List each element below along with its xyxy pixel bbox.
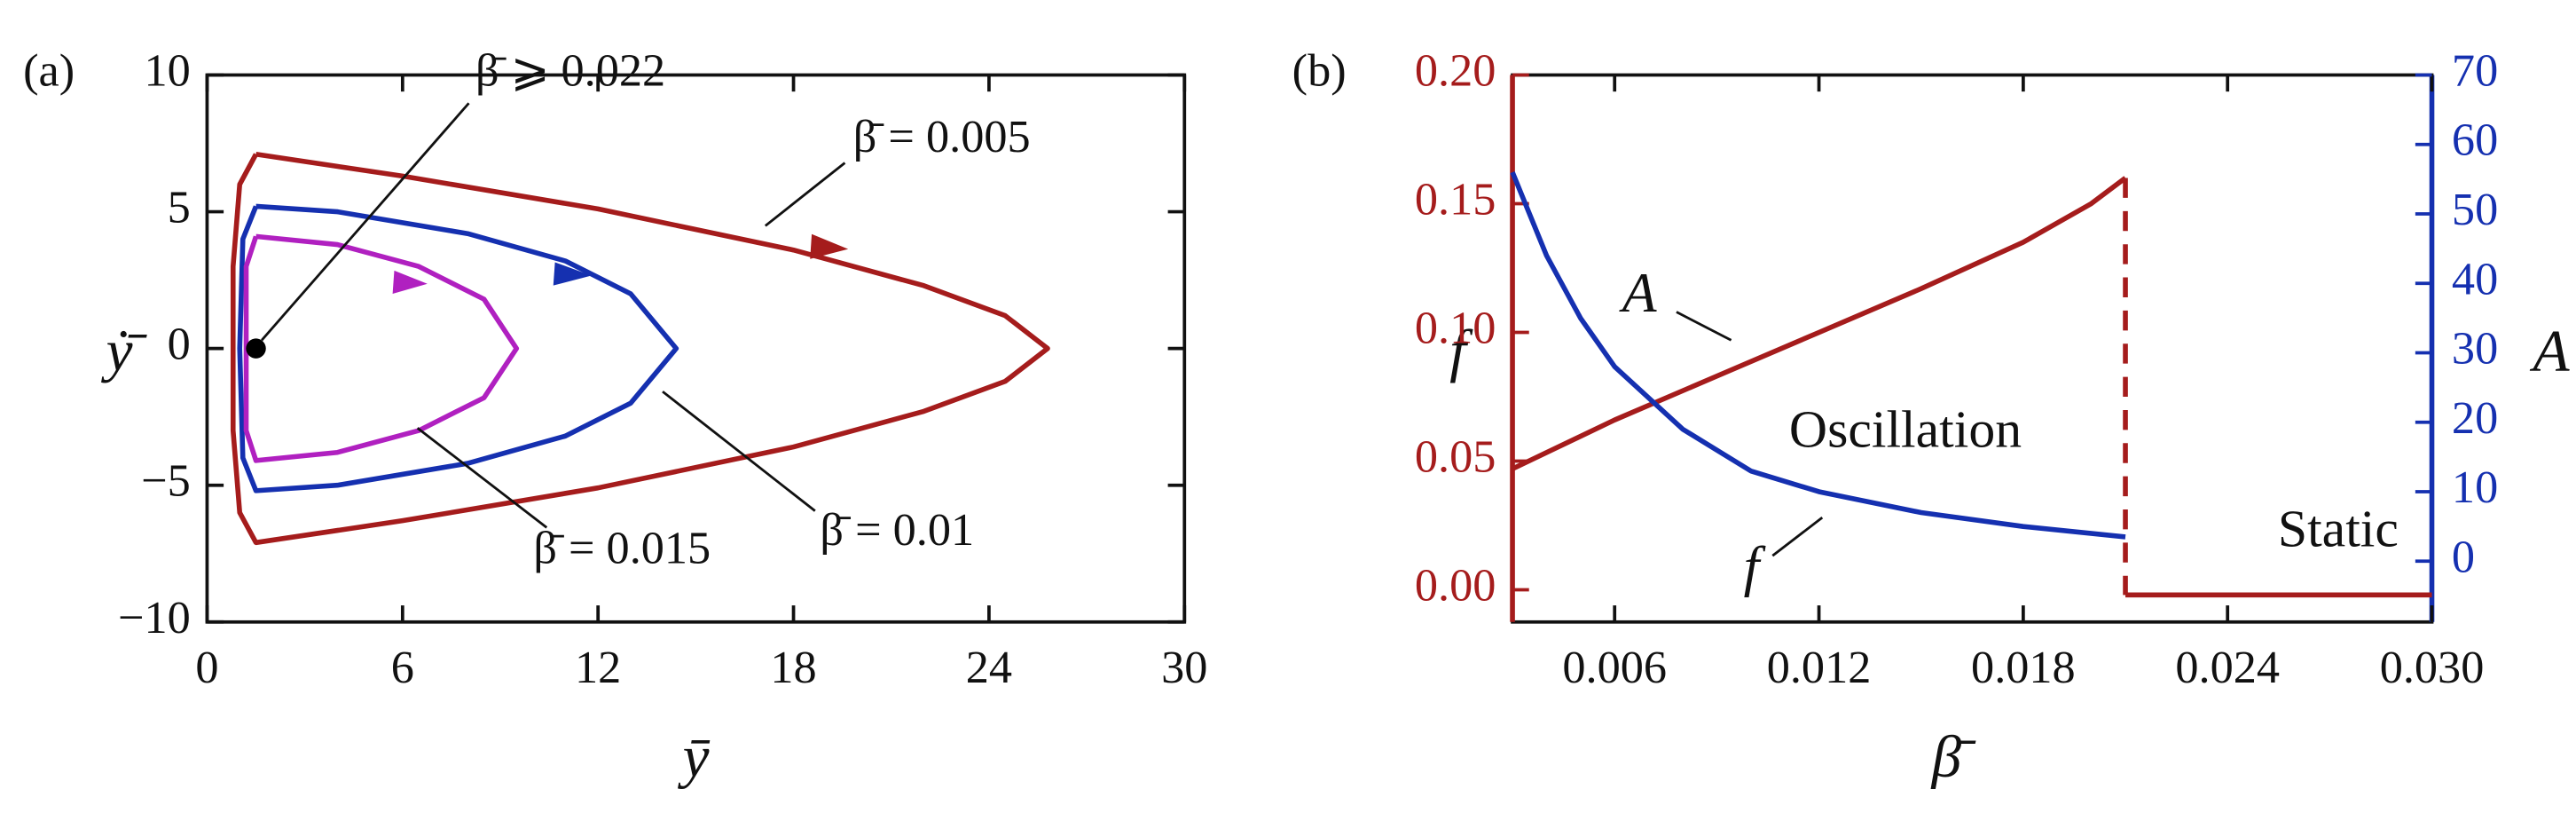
y-tick-label: 0.20: [1415, 44, 1496, 96]
y-tick-label: 0.15: [1415, 174, 1496, 225]
curve: [1510, 171, 2126, 540]
arrowhead: [553, 262, 592, 286]
x-tick-label: 0.006: [1562, 642, 1667, 693]
y2-tick-label: 40: [2452, 253, 2498, 304]
x-tick-label: 12: [575, 642, 621, 693]
y2-tick-label: 10: [2452, 462, 2498, 513]
series-label: β̄ ⩾ 0.022: [475, 44, 665, 96]
y-tick-label: 0.05: [1415, 431, 1496, 483]
leader-line: [662, 391, 816, 512]
x-tick-label: 0.012: [1767, 642, 1872, 693]
y2-axis-title: A: [2529, 317, 2570, 383]
y-tick-label: −10: [118, 592, 191, 643]
curve: [1511, 176, 2432, 598]
y-tick-label: −5: [141, 455, 191, 507]
x-tick-label: 0.018: [1971, 642, 2076, 693]
y2-tick-label: 60: [2452, 114, 2498, 166]
y-tick-label: 0.10: [1415, 303, 1496, 354]
leader-line: [764, 162, 846, 227]
x-tick-label: 0.030: [2380, 642, 2485, 693]
series-label: β̄ = 0.005: [853, 111, 1031, 162]
series-label: A: [1619, 261, 1657, 324]
arrowhead: [392, 270, 428, 295]
x-tick-label: 0: [195, 642, 218, 693]
panel-label: (a): [23, 44, 75, 96]
y2-tick-label: 30: [2452, 323, 2498, 375]
y-tick-label: 5: [168, 182, 191, 233]
annotation: Static: [2278, 500, 2399, 558]
y2-tick-label: 0: [2452, 531, 2475, 582]
panel-label: (b): [1292, 44, 1347, 96]
y-tick-label: 10: [144, 44, 190, 96]
x-axis-title: β̄: [1930, 723, 1976, 790]
y2-tick-label: 50: [2452, 184, 2498, 235]
y-tick-label: 0.00: [1415, 560, 1496, 612]
series-label: β̄ = 0.01: [820, 504, 974, 556]
y-axis-title: ẏ̄: [101, 317, 148, 383]
y-tick-label: 0: [168, 319, 191, 370]
x-tick-label: 0.024: [2175, 642, 2280, 693]
x-tick-label: 24: [966, 642, 1012, 693]
y2-tick-label: 20: [2452, 392, 2498, 444]
x-tick-label: 30: [1161, 642, 1207, 693]
y2-tick-label: 70: [2452, 44, 2498, 96]
x-tick-label: 6: [391, 642, 414, 693]
leader-line: [1771, 517, 1824, 557]
leader-line: [261, 102, 470, 342]
arrowhead: [810, 233, 849, 259]
leader-line: [416, 427, 548, 529]
x-tick-label: 18: [770, 642, 816, 693]
series-label: β̄ = 0.015: [533, 522, 711, 573]
leader-line: [1676, 311, 1732, 342]
point: [246, 338, 266, 359]
series-label: f: [1744, 534, 1766, 597]
x-axis-title: ȳ: [677, 723, 710, 790]
curve: [243, 233, 520, 463]
curve: [237, 203, 679, 493]
annotation: Oscillation: [1789, 399, 2022, 458]
curve: [230, 151, 1050, 546]
